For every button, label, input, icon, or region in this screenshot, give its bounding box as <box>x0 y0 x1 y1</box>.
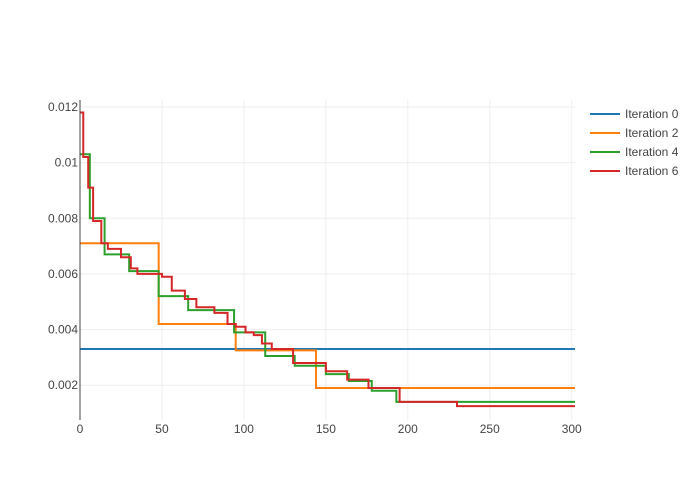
legend-label: Iteration 6 <box>625 164 679 178</box>
x-tick-label: 100 <box>234 422 254 436</box>
series-line-iteration-2 <box>80 242 575 389</box>
legend-label: Iteration 0 <box>625 107 679 121</box>
legend-item-iteration-6[interactable]: Iteration 6 <box>590 164 679 178</box>
y-tick-label: 0.006 <box>48 267 78 281</box>
x-tick-label: 150 <box>316 422 336 436</box>
legend-label: Iteration 2 <box>625 126 679 140</box>
y-tick-label: 0.012 <box>48 100 78 114</box>
x-tick-label: 250 <box>480 422 500 436</box>
y-tick-label: 0.004 <box>48 323 78 337</box>
legend-item-iteration-2[interactable]: Iteration 2 <box>590 126 679 140</box>
x-tick-label: 50 <box>155 422 169 436</box>
x-tick-label: 0 <box>77 422 84 436</box>
legend[interactable]: Iteration 0 Iteration 2 Iteration 4 Iterati… <box>590 107 679 178</box>
plot-area <box>80 111 575 408</box>
legend-item-iteration-0[interactable]: Iteration 0 <box>590 107 679 121</box>
x-tick-label: 300 <box>562 422 582 436</box>
axes: 0.002 0.004 0.006 0.008 0.01 0.012 0 50 100 150 20… <box>48 100 582 436</box>
x-tick-label: 200 <box>398 422 418 436</box>
legend-label: Iteration 4 <box>625 145 679 159</box>
series-line-iteration-6 <box>80 111 575 408</box>
legend-item-iteration-4[interactable]: Iteration 4 <box>590 145 679 159</box>
y-tick-label: 0.01 <box>55 156 79 170</box>
y-tick-label: 0.002 <box>48 378 78 392</box>
series-line-iteration-4 <box>80 153 575 403</box>
y-tick-label: 0.008 <box>48 211 78 225</box>
